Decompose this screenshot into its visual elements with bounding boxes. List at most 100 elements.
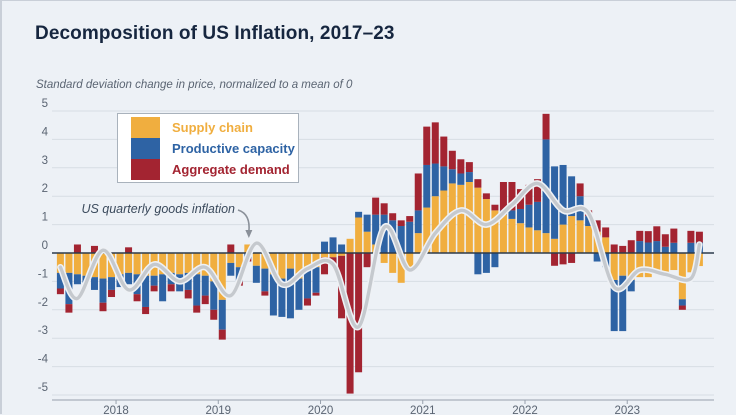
bar-segment — [142, 306, 150, 315]
bar-segment — [661, 246, 669, 253]
bar-segment — [210, 253, 218, 282]
bar-segment — [286, 268, 294, 319]
bar-segment — [508, 210, 516, 219]
x-tick-label: 2018 — [103, 405, 129, 415]
bar-segment — [167, 284, 175, 292]
bar-segment — [516, 208, 524, 224]
bar-segment — [235, 253, 243, 268]
bar-segment — [508, 182, 516, 211]
bar-segment — [670, 228, 678, 243]
bar-segment — [286, 253, 294, 269]
bar-segment — [568, 253, 576, 263]
bar-segment — [312, 253, 320, 268]
bar-segment — [602, 237, 610, 253]
bar-segment — [576, 220, 584, 253]
bar-segment — [610, 253, 618, 280]
bar-segment — [534, 230, 542, 253]
bar-segment — [457, 159, 465, 174]
bar-segment — [201, 275, 209, 296]
bar-segment — [108, 277, 116, 290]
bar-segment — [474, 253, 482, 275]
x-tick-label: 2023 — [614, 405, 640, 415]
bar-segment — [346, 238, 354, 253]
bar-segment — [687, 242, 695, 253]
bar-segment — [363, 231, 371, 253]
bar-segment — [534, 201, 542, 231]
bar-segment — [482, 253, 490, 273]
bar-segment — [321, 241, 329, 253]
bar-segment — [636, 241, 644, 253]
bar-segment — [499, 214, 507, 253]
y-tick-label: -5 — [38, 382, 48, 394]
bar-segment — [142, 275, 150, 307]
bar-segment — [73, 244, 81, 253]
bar-segment — [653, 241, 661, 253]
bar-segment — [551, 238, 559, 253]
bar-segment — [321, 257, 329, 275]
y-tick-label: 4 — [42, 126, 49, 138]
bar-segment — [644, 253, 652, 278]
bar-segment — [269, 274, 277, 316]
line-annotation-label: US quarterly goods inflation — [81, 202, 235, 216]
bar-segment — [193, 274, 201, 306]
x-tick-label: 2020 — [308, 405, 334, 415]
bar-segment — [73, 253, 81, 275]
bar-segment — [389, 253, 397, 273]
chart-legend: Supply chain Productive capacity Aggrega… — [117, 113, 299, 183]
bar-segment — [82, 253, 90, 276]
bar-segment — [372, 214, 380, 245]
bar-segment — [397, 226, 405, 253]
y-tick-label: -1 — [38, 268, 48, 280]
bar-segment — [218, 253, 226, 300]
bar-segment — [295, 253, 303, 279]
bar-segment — [321, 253, 329, 258]
bar-segment — [670, 242, 678, 253]
bar-segment — [338, 253, 346, 256]
bar-segment — [252, 253, 260, 266]
bar-segment — [363, 253, 371, 268]
bar-segment — [559, 164, 567, 225]
bar-segment — [627, 253, 635, 280]
bar-segment — [568, 216, 576, 253]
bar-segment — [193, 253, 201, 275]
figure-subtitle: Standard deviation change in price, norm… — [36, 79, 353, 91]
legend-label-productive-capacity: Productive capacity — [172, 140, 295, 156]
bar-segment — [491, 253, 499, 268]
bar-segment — [576, 183, 584, 197]
bar-segment — [542, 233, 550, 253]
bar-segment — [431, 196, 439, 253]
bar-segment — [99, 278, 107, 303]
inflation-line — [58, 181, 702, 329]
bar-segment — [252, 265, 260, 283]
aggregate-demand-swatch-icon — [131, 158, 160, 180]
y-tick-label: 2 — [42, 183, 48, 195]
bar-segment — [508, 218, 516, 253]
bar-segment — [499, 182, 507, 211]
annotation-arrow — [237, 209, 250, 233]
bar-segment — [406, 253, 414, 269]
bar-segment — [491, 210, 499, 253]
y-tick-label: -4 — [38, 354, 49, 366]
bar-segment — [56, 288, 64, 295]
bar-segment — [329, 253, 337, 258]
bar-segment — [303, 298, 311, 306]
bar-segment — [491, 204, 499, 211]
bar-segment — [542, 113, 550, 140]
bar-segment — [431, 163, 439, 197]
bar-segment — [414, 210, 422, 234]
bar-segment — [210, 309, 218, 320]
bar-segment — [568, 176, 576, 217]
bar-segment — [610, 279, 618, 332]
bar-segment — [355, 253, 363, 373]
bar-segment — [551, 253, 559, 266]
bar-segment — [227, 262, 235, 276]
annotation-arrowhead — [245, 230, 253, 238]
bar-segment — [125, 247, 133, 253]
bar-segment — [559, 224, 567, 253]
legend-label-supply-chain: Supply chain — [172, 119, 253, 135]
bar-segment — [406, 221, 414, 253]
bar-segment — [465, 172, 473, 182]
bar-segment — [372, 197, 380, 215]
bar-segment — [159, 253, 167, 275]
bar-segment — [661, 234, 669, 247]
